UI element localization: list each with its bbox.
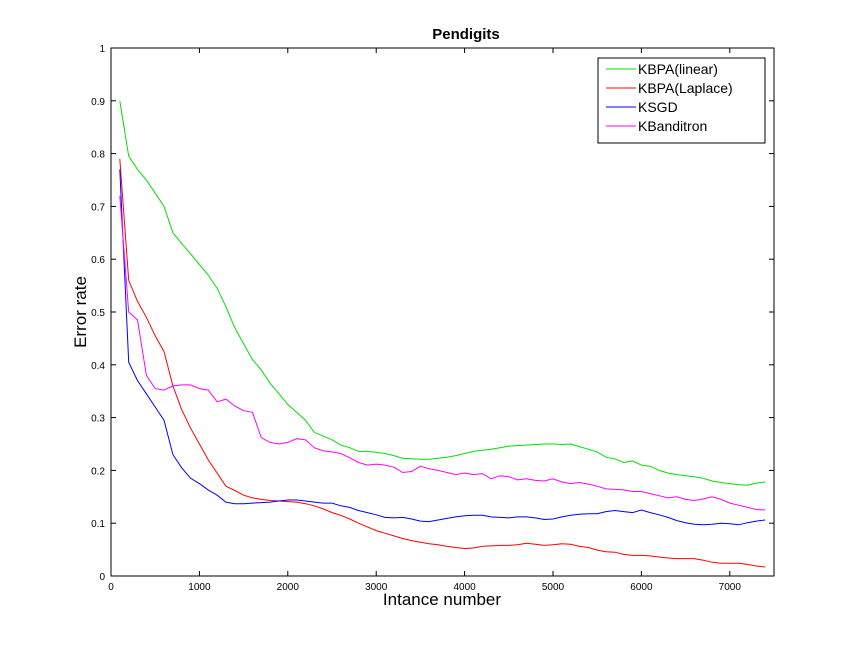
x-tick-label: 0 — [108, 582, 114, 593]
y-tick-label: 0 — [99, 572, 105, 583]
legend-label: KBanditron — [638, 118, 707, 134]
x-tick-label: 1000 — [188, 582, 211, 593]
y-tick-label: 0.9 — [91, 97, 105, 108]
y-tick-label: 0.8 — [91, 150, 105, 161]
legend-label: KBPA(linear) — [638, 61, 718, 77]
series-line-kbanditron — [119, 195, 766, 511]
series-line-kbpa-laplace — [119, 158, 766, 568]
legend-label: KBPA(Laplace) — [638, 80, 733, 96]
x-tick-label: 6000 — [630, 582, 653, 593]
axes: 0 1000 2000 3000 4000 5000 6000 7000 0 0.1 0.2 0.3 0… — [91, 44, 774, 593]
legend: KBPA(linear) KBPA(Laplace) KSGD KBanditron — [597, 57, 766, 144]
x-tick-label: 3000 — [365, 582, 388, 593]
y-tick-label: 0.6 — [91, 255, 105, 266]
y-tick-label: 0.7 — [91, 202, 105, 213]
y-tick-label: 0.3 — [91, 414, 105, 425]
chart-title: Pendigits — [432, 26, 500, 43]
y-tick-label: 0.5 — [91, 308, 105, 319]
data-lines — [119, 100, 766, 568]
y-tick-label: 0.4 — [91, 361, 105, 372]
x-tick-label: 2000 — [277, 582, 300, 593]
x-tick-label: 7000 — [719, 582, 742, 593]
y-axis-label: Error rate — [71, 276, 90, 348]
y-tick-label: 0.1 — [91, 519, 105, 530]
y-tick-label: 0.2 — [91, 466, 105, 477]
legend-box — [597, 57, 766, 144]
series-line-ksgd — [119, 169, 766, 526]
legend-label: KSGD — [638, 99, 678, 115]
x-axis-label: Intance number — [383, 590, 501, 609]
x-tick-label: 5000 — [542, 582, 565, 593]
series-line-kbpa-linear — [119, 100, 766, 486]
y-tick-label: 1 — [99, 44, 105, 55]
x-tick-label: 4000 — [453, 582, 476, 593]
